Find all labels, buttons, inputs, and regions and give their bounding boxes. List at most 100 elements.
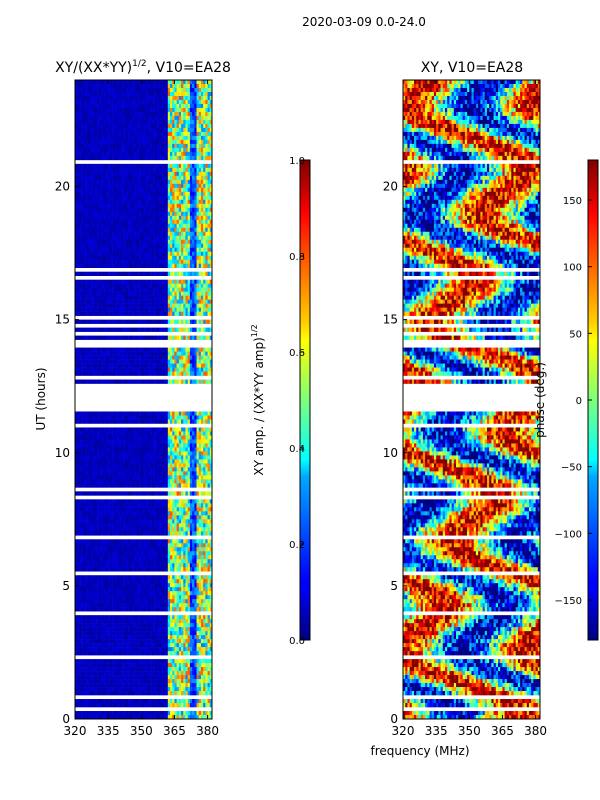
heatmap-cell bbox=[205, 163, 208, 169]
heatmap-cell bbox=[207, 355, 211, 360]
heatmap-cell bbox=[128, 371, 131, 376]
heatmap-cell bbox=[75, 227, 78, 233]
heatmap-cell bbox=[108, 219, 111, 225]
heatmap-cell bbox=[108, 371, 111, 376]
heatmap-cell bbox=[103, 447, 107, 452]
heatmap-cell bbox=[209, 455, 213, 460]
heatmap-cell bbox=[81, 119, 85, 125]
heatmap-cell bbox=[196, 103, 200, 109]
heatmap-cell bbox=[136, 171, 140, 177]
heatmap-cell bbox=[174, 207, 177, 213]
heatmap-cell bbox=[99, 467, 102, 472]
heatmap-cell bbox=[75, 415, 78, 420]
heatmap-cell bbox=[203, 87, 206, 93]
heatmap-cell bbox=[183, 303, 186, 308]
heatmap-cell bbox=[152, 379, 155, 384]
heatmap-cell bbox=[209, 443, 213, 448]
heatmap-cell bbox=[81, 435, 85, 440]
heatmap-cell bbox=[79, 419, 82, 424]
heatmap-cell bbox=[128, 351, 131, 356]
heatmap-cell bbox=[90, 115, 93, 121]
heatmap-cell bbox=[81, 215, 85, 221]
heatmap-cell bbox=[196, 447, 200, 452]
heatmap-cell bbox=[161, 175, 164, 181]
heatmap-cell bbox=[163, 83, 166, 89]
heatmap-cell bbox=[196, 251, 200, 257]
heatmap-cell bbox=[75, 143, 78, 149]
heatmap-cell bbox=[189, 419, 193, 424]
heatmap-cell bbox=[156, 151, 160, 157]
heatmap-cell bbox=[172, 115, 175, 121]
heatmap-cell bbox=[108, 271, 111, 276]
heatmap-cell bbox=[121, 451, 124, 456]
heatmap-cell bbox=[114, 295, 118, 300]
heatmap-cell bbox=[165, 179, 169, 185]
heatmap-cell bbox=[147, 91, 151, 97]
heatmap-cell bbox=[143, 207, 147, 213]
heatmap-cell bbox=[147, 427, 151, 432]
heatmap-cell bbox=[141, 363, 144, 368]
heatmap-cell bbox=[97, 467, 100, 472]
heatmap-cell bbox=[103, 191, 107, 197]
heatmap-cell bbox=[150, 80, 153, 85]
heatmap-cell bbox=[128, 235, 131, 241]
heatmap-cell bbox=[165, 263, 169, 268]
heatmap-cell bbox=[97, 311, 100, 316]
heatmap-cell bbox=[132, 247, 135, 253]
heatmap-cell bbox=[152, 359, 155, 364]
heatmap-cell bbox=[136, 227, 140, 233]
heatmap-cell bbox=[130, 83, 133, 89]
heatmap-cell bbox=[176, 263, 180, 268]
heatmap-cell bbox=[145, 279, 149, 284]
heatmap-cell bbox=[132, 103, 135, 109]
heatmap-cell bbox=[209, 80, 213, 85]
heatmap-cell bbox=[130, 263, 133, 268]
heatmap-cell bbox=[128, 335, 131, 340]
heatmap-cell bbox=[181, 163, 184, 169]
heatmap-cell bbox=[121, 447, 124, 452]
heatmap-cell bbox=[114, 111, 118, 117]
heatmap-cell bbox=[163, 187, 166, 193]
heatmap-cell bbox=[134, 367, 138, 372]
heatmap-cell bbox=[176, 111, 180, 117]
heatmap-cell bbox=[158, 239, 162, 245]
heatmap-cell bbox=[83, 311, 87, 316]
heatmap-cell bbox=[110, 235, 113, 241]
heatmap-cell bbox=[183, 455, 186, 460]
heatmap-cell bbox=[81, 223, 85, 229]
heatmap-cell bbox=[88, 359, 91, 364]
heatmap-cell bbox=[83, 307, 87, 312]
heatmap-cell bbox=[170, 447, 173, 452]
heatmap-cell bbox=[132, 367, 135, 372]
heatmap-cell bbox=[194, 283, 197, 288]
heatmap-cell bbox=[185, 187, 188, 193]
heatmap-cell bbox=[145, 99, 149, 105]
heatmap-cell bbox=[88, 127, 91, 133]
heatmap-cell bbox=[165, 355, 169, 360]
heatmap-cell bbox=[185, 199, 188, 205]
heatmap-cell bbox=[108, 107, 111, 113]
heatmap-cell bbox=[92, 187, 96, 193]
heatmap-cell bbox=[90, 191, 93, 197]
heatmap-cell bbox=[150, 327, 153, 332]
heatmap-cell bbox=[112, 295, 116, 300]
heatmap-cell bbox=[99, 251, 102, 257]
heatmap-cell bbox=[134, 291, 138, 296]
heatmap-cell bbox=[181, 355, 184, 360]
heatmap-cell bbox=[152, 255, 155, 261]
heatmap-cell bbox=[167, 347, 171, 352]
heatmap-cell bbox=[99, 163, 102, 169]
heatmap-cell bbox=[90, 207, 93, 213]
heatmap-cell bbox=[205, 91, 208, 97]
heatmap-cell bbox=[99, 447, 102, 452]
heatmap-cell bbox=[150, 447, 153, 452]
heatmap-cell bbox=[209, 211, 213, 217]
heatmap-cell bbox=[207, 183, 211, 189]
heatmap-cell bbox=[139, 283, 142, 288]
heatmap-cell bbox=[128, 311, 131, 316]
heatmap-cell bbox=[105, 191, 109, 197]
heatmap-cell bbox=[130, 95, 133, 101]
heatmap-cell bbox=[150, 259, 153, 265]
heatmap-cell bbox=[141, 367, 144, 372]
heatmap-cell bbox=[205, 111, 208, 117]
